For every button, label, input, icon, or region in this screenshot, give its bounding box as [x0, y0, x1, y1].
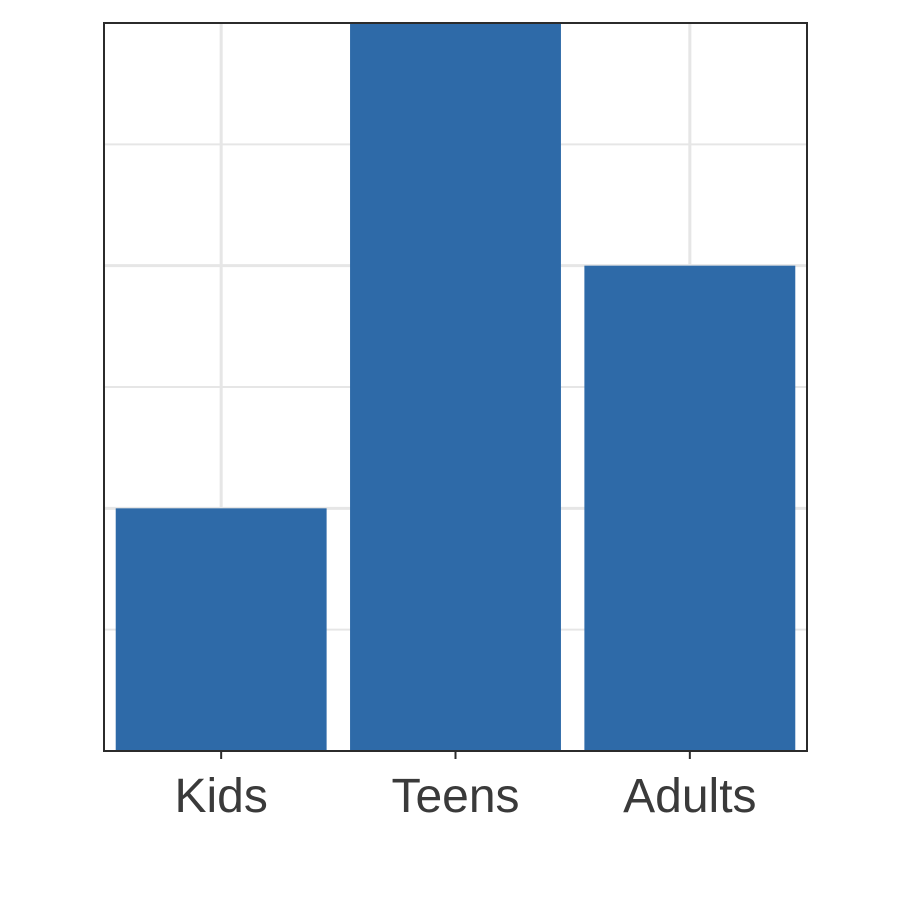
bars [115, 23, 796, 751]
bar-kids [115, 508, 327, 751]
x-tick-label: Adults [623, 770, 756, 823]
x-tick-label: Kids [174, 770, 267, 823]
x-tick-label: Teens [391, 770, 519, 823]
bar-teens [350, 23, 561, 751]
bar-adults [584, 265, 796, 751]
x-axis-ticks [220, 751, 691, 759]
x-axis-tick-labels: Kids Teens Adults [174, 770, 756, 823]
